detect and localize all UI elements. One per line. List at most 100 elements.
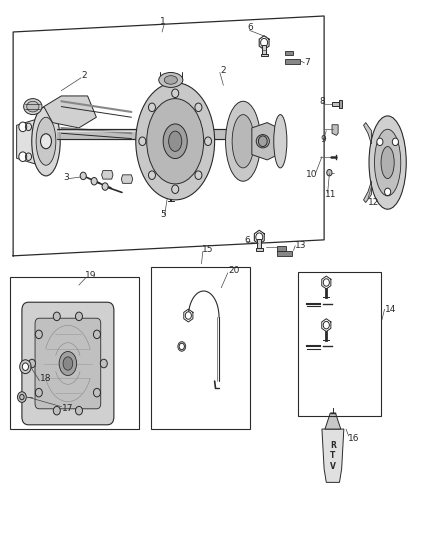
Ellipse shape (159, 72, 183, 87)
Circle shape (35, 330, 42, 338)
Ellipse shape (226, 101, 261, 181)
Circle shape (100, 359, 107, 368)
Polygon shape (252, 123, 280, 160)
Circle shape (20, 360, 31, 374)
Circle shape (323, 279, 329, 286)
Circle shape (377, 138, 383, 146)
Text: 3: 3 (64, 173, 69, 182)
Bar (298, 272, 381, 416)
Ellipse shape (136, 83, 215, 200)
Circle shape (195, 103, 202, 111)
Bar (10, 277, 139, 429)
Ellipse shape (59, 352, 77, 376)
Text: 6: 6 (244, 237, 250, 245)
Text: 12: 12 (368, 198, 379, 206)
Text: R: R (330, 441, 336, 449)
Ellipse shape (178, 342, 186, 351)
Circle shape (205, 137, 212, 146)
Text: 1: 1 (160, 17, 166, 26)
Polygon shape (364, 123, 371, 144)
Circle shape (323, 321, 329, 329)
Text: 9: 9 (321, 135, 326, 144)
Text: 8: 8 (320, 97, 325, 106)
Text: 15: 15 (202, 245, 214, 254)
Ellipse shape (42, 134, 50, 148)
Circle shape (256, 233, 263, 241)
Circle shape (195, 171, 202, 180)
Circle shape (179, 343, 184, 350)
Circle shape (93, 389, 100, 397)
Ellipse shape (169, 131, 182, 151)
Text: 2: 2 (81, 71, 87, 80)
Polygon shape (121, 175, 133, 183)
Polygon shape (44, 96, 96, 128)
Circle shape (139, 137, 146, 146)
Ellipse shape (147, 99, 204, 184)
Text: 5: 5 (161, 211, 166, 219)
Text: V: V (330, 462, 336, 471)
Ellipse shape (163, 124, 187, 159)
FancyBboxPatch shape (35, 318, 101, 409)
Circle shape (392, 138, 399, 146)
Bar (285, 59, 300, 64)
Ellipse shape (164, 76, 177, 84)
Ellipse shape (36, 117, 56, 165)
Ellipse shape (256, 134, 269, 148)
Circle shape (75, 312, 82, 321)
Ellipse shape (40, 134, 52, 149)
Bar (261, 54, 268, 56)
Circle shape (53, 312, 60, 321)
Text: 4: 4 (166, 77, 171, 85)
Circle shape (102, 183, 108, 190)
Text: 17: 17 (62, 405, 74, 413)
Bar (262, 45, 266, 54)
Polygon shape (325, 413, 341, 429)
Text: 13: 13 (295, 241, 307, 250)
Text: 11: 11 (325, 190, 336, 199)
Circle shape (258, 136, 267, 147)
Text: 2: 2 (220, 66, 226, 75)
Circle shape (148, 103, 155, 111)
Ellipse shape (27, 101, 39, 112)
Circle shape (172, 185, 179, 193)
Text: 10: 10 (306, 170, 317, 179)
Polygon shape (364, 181, 371, 203)
Circle shape (148, 171, 155, 180)
Circle shape (172, 89, 179, 98)
Ellipse shape (381, 147, 394, 179)
Text: 20: 20 (229, 266, 240, 275)
Ellipse shape (369, 116, 406, 209)
Circle shape (75, 406, 82, 415)
Bar (151, 266, 250, 429)
Circle shape (91, 177, 97, 185)
Text: 6: 6 (247, 23, 253, 32)
Polygon shape (17, 120, 42, 164)
Bar (257, 239, 261, 249)
Bar (332, 102, 340, 106)
Bar (256, 248, 263, 251)
Text: 7: 7 (304, 59, 310, 67)
Ellipse shape (232, 115, 254, 168)
Bar (277, 251, 292, 256)
Ellipse shape (24, 99, 42, 115)
Circle shape (35, 389, 42, 397)
Text: 19: 19 (85, 271, 97, 280)
Polygon shape (102, 171, 113, 179)
FancyBboxPatch shape (22, 302, 114, 425)
Polygon shape (332, 125, 338, 135)
Circle shape (19, 152, 27, 161)
Circle shape (18, 392, 26, 402)
Circle shape (261, 38, 268, 47)
Text: 18: 18 (40, 374, 52, 383)
Circle shape (19, 122, 27, 132)
Circle shape (185, 312, 191, 319)
Circle shape (93, 330, 100, 338)
Circle shape (28, 359, 35, 368)
Text: T: T (330, 451, 336, 460)
Ellipse shape (274, 115, 287, 168)
Circle shape (385, 188, 391, 196)
Bar (277, 246, 286, 251)
Circle shape (168, 185, 174, 193)
Ellipse shape (63, 357, 73, 370)
Text: 14: 14 (385, 305, 396, 313)
